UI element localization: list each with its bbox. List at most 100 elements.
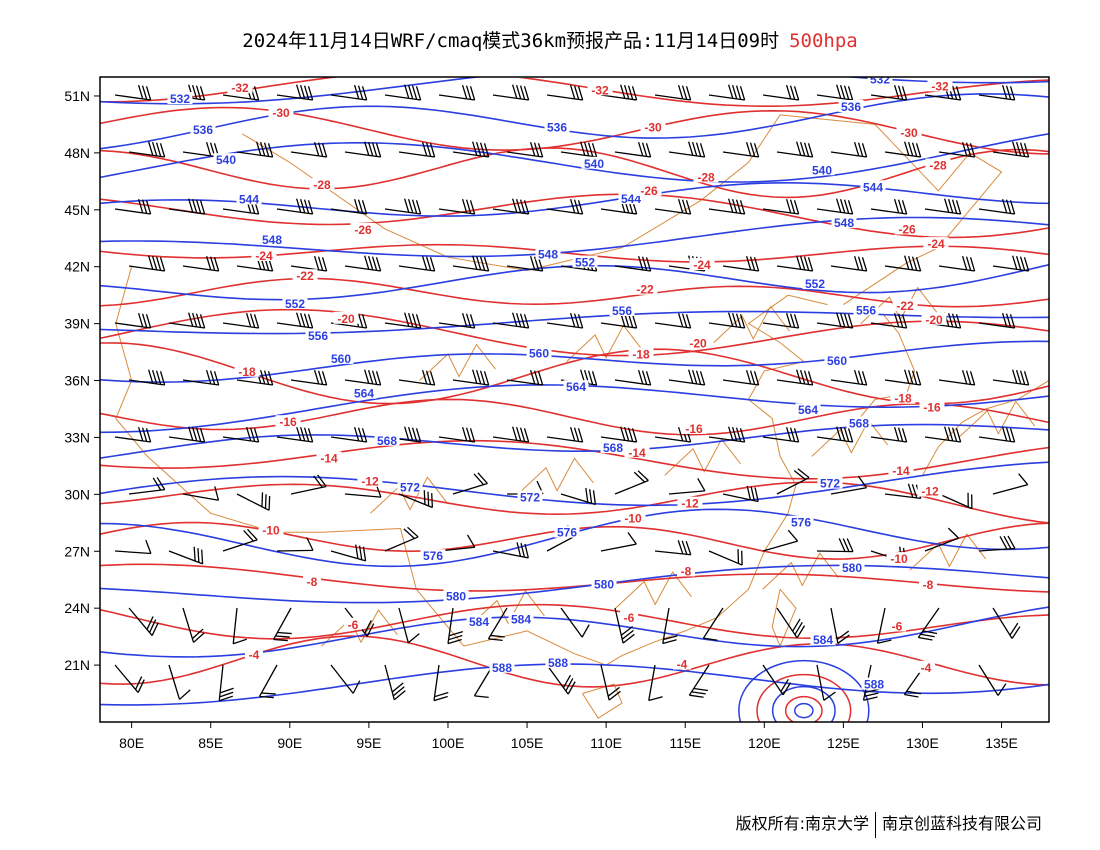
lon-tick-label: 135E [985,735,1018,751]
contour-label-bg [917,484,943,497]
wind-barb [276,198,314,215]
contour-label: -16 [923,401,941,415]
wind-barb [992,255,1030,272]
contour-label-bg [443,589,469,602]
wind-barb [290,370,328,386]
contour-label-bg [397,480,423,493]
boundary-line [242,114,1003,306]
wind-barb [978,85,1016,101]
contour-label: -30 [900,126,918,140]
wind-barb [506,256,544,272]
contour-label-bg [489,660,515,673]
wind-barb [614,370,652,386]
temperature-contour-line [100,193,1049,239]
contour-label-bg [831,215,857,228]
lat-tick-label: 27N [64,543,90,559]
wind-barb [384,526,419,552]
contour-label: -20 [925,313,943,327]
contour-label: 556 [856,303,876,317]
wind-barb [218,664,234,702]
contour-label-bg [305,328,331,341]
wind-barb [600,664,621,701]
wind-barb [330,85,368,101]
wind-barb [452,255,490,272]
closed-contour [793,702,814,719]
contour-label-bg [809,163,835,176]
contour-label-bg [925,158,951,171]
contour-label: 576 [791,516,811,530]
contour-label: 572 [520,490,540,504]
contour-label: 580 [594,577,614,591]
wind-barb [654,85,692,101]
wind-barb [708,84,746,101]
wind-barb [924,84,962,101]
contour-label: -30 [644,120,662,134]
wind-barb [830,370,868,386]
contour-label: -14 [320,452,338,466]
wind-barb [290,256,328,272]
wind-barb [452,369,490,386]
contour-label: 548 [262,233,282,247]
closed-contour [756,673,852,722]
wind-barb [924,527,960,552]
boundary-line [909,533,987,571]
boundary-line [419,343,496,381]
wind-barb [668,141,706,158]
wind-barb [344,255,382,272]
contour-label: -22 [896,299,914,313]
contour-label-bg [677,496,703,509]
wind-barb [546,427,584,443]
temperature-contour-line [100,277,1049,308]
lon-tick-label: 90E [277,735,302,751]
wind-barb [128,477,166,495]
wind-barb [276,84,314,101]
wind-barb [168,426,206,443]
contour-label-bg [620,610,638,623]
contour-label: -28 [313,178,331,192]
contour-label: 568 [377,434,397,448]
wind-barb [506,370,544,386]
wind-barb [182,607,205,643]
contour-label: -4 [677,658,688,672]
contour-label: -24 [255,249,273,263]
height-contour-line [100,133,1049,183]
wind-barb [258,664,278,699]
boundary-line [370,476,447,514]
wind-barb [870,199,908,215]
contour-label: -18 [894,392,912,406]
contour-label: 564 [354,387,374,401]
contour-label-bg [420,549,446,562]
contour-label-bg [685,336,711,349]
contour-label: 572 [820,477,840,491]
closed-contour [771,685,836,722]
contour-label-bg [344,617,362,630]
wind-barb [330,427,368,443]
wind-barb [614,607,635,644]
boundary-line [321,609,398,647]
contour-label-bg [316,451,342,464]
wind-barb [668,369,706,386]
wind-barb [830,475,867,495]
wind-barb [168,198,206,215]
contour-label: 556 [308,329,328,343]
wind-barb [398,370,436,386]
contour-label-bg [923,237,949,250]
contour-label: 560 [827,354,847,368]
contour-label-bg [258,523,284,536]
wind-barb [222,427,260,443]
wind-barb [600,426,638,443]
wind-barb [830,607,850,644]
contour-label: 572 [400,481,420,495]
wind-barb [924,198,962,215]
wind-barb [816,198,854,215]
wind-barb [128,255,166,272]
wind-barb [708,312,746,329]
chart-title: 2024年11月14日WRF/cmaq模式36km预报产品:11月14日09时 5… [0,26,1100,53]
wind-barb [776,255,814,272]
closed-contour [784,695,823,722]
contour-label-bg [839,560,865,573]
wind-barb [384,664,406,701]
contour-label: -6 [348,618,359,632]
wind-barb [648,664,663,702]
wind-barb [762,529,799,552]
